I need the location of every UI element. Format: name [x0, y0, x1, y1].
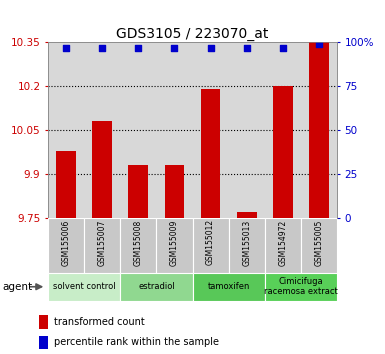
Text: solvent control: solvent control — [53, 282, 116, 291]
Text: GSM155013: GSM155013 — [242, 219, 251, 266]
Text: percentile rank within the sample: percentile rank within the sample — [54, 337, 219, 348]
Bar — [48, 218, 84, 273]
Bar — [309, 42, 329, 218]
Bar — [48, 273, 120, 301]
Bar — [237, 212, 256, 218]
Text: GSM155009: GSM155009 — [170, 219, 179, 266]
Bar — [192, 273, 265, 301]
Point — [135, 45, 141, 51]
Text: transformed count: transformed count — [54, 317, 145, 327]
Text: Cimicifuga
racemosa extract: Cimicifuga racemosa extract — [264, 277, 338, 296]
Point — [280, 45, 286, 51]
Text: agent: agent — [2, 282, 32, 292]
Point — [63, 45, 69, 51]
Bar — [156, 218, 192, 273]
Text: GSM155007: GSM155007 — [98, 219, 107, 266]
Bar — [120, 273, 192, 301]
Point — [316, 41, 322, 47]
Bar — [39, 315, 48, 329]
Point — [208, 45, 214, 51]
Point — [171, 45, 177, 51]
Text: estradiol: estradiol — [138, 282, 175, 291]
Bar — [39, 336, 48, 349]
Bar — [92, 121, 112, 218]
Bar — [273, 86, 293, 218]
Text: GSM154972: GSM154972 — [278, 219, 287, 266]
Bar — [120, 218, 156, 273]
Bar — [265, 273, 337, 301]
Text: GSM155005: GSM155005 — [314, 219, 323, 266]
Text: tamoxifen: tamoxifen — [208, 282, 250, 291]
Bar — [201, 89, 221, 218]
Title: GDS3105 / 223070_at: GDS3105 / 223070_at — [116, 28, 269, 41]
Bar — [84, 218, 120, 273]
Point — [99, 45, 105, 51]
Point — [244, 45, 250, 51]
Bar — [164, 165, 184, 218]
Bar — [229, 218, 265, 273]
Bar — [265, 218, 301, 273]
Bar — [192, 218, 229, 273]
Bar — [56, 150, 76, 218]
Bar — [301, 218, 337, 273]
Text: GSM155006: GSM155006 — [62, 219, 71, 266]
Text: GSM155012: GSM155012 — [206, 219, 215, 266]
Text: GSM155008: GSM155008 — [134, 219, 143, 266]
Bar — [129, 165, 148, 218]
